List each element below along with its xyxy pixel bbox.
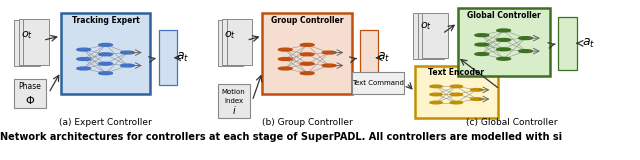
Bar <box>422 13 448 59</box>
Circle shape <box>278 67 292 70</box>
Circle shape <box>77 58 91 60</box>
Circle shape <box>518 50 532 52</box>
Circle shape <box>518 37 532 40</box>
Circle shape <box>450 93 463 96</box>
Text: Text Command: Text Command <box>352 80 404 86</box>
Text: $a_t$: $a_t$ <box>176 51 189 64</box>
Circle shape <box>99 44 113 46</box>
Bar <box>227 19 252 65</box>
Text: $a_t$: $a_t$ <box>378 51 390 64</box>
Bar <box>159 30 177 85</box>
Circle shape <box>278 48 292 51</box>
Text: i: i <box>232 106 235 116</box>
Bar <box>61 13 150 94</box>
Bar <box>19 19 44 65</box>
Circle shape <box>99 62 113 65</box>
Circle shape <box>475 34 489 37</box>
Circle shape <box>77 48 91 51</box>
Circle shape <box>497 57 511 60</box>
Circle shape <box>300 62 314 65</box>
Circle shape <box>470 98 483 100</box>
Text: Global Controller: Global Controller <box>467 11 541 20</box>
Circle shape <box>99 72 113 75</box>
Text: Tracking Expert: Tracking Expert <box>72 16 140 25</box>
Bar <box>262 13 352 94</box>
Text: $o_t$: $o_t$ <box>420 20 432 32</box>
Circle shape <box>450 101 463 104</box>
Text: (b) Group Controller: (b) Group Controller <box>262 117 353 127</box>
Text: Motion: Motion <box>221 89 246 96</box>
Bar <box>458 8 550 76</box>
Text: Phase: Phase <box>19 82 42 91</box>
Circle shape <box>322 64 336 67</box>
Circle shape <box>300 72 314 75</box>
Text: (a) Expert Controller: (a) Expert Controller <box>60 117 152 127</box>
Text: Text Encoder: Text Encoder <box>428 68 484 77</box>
Bar <box>415 66 498 118</box>
Bar <box>14 79 46 108</box>
Bar <box>360 30 378 85</box>
Bar <box>23 19 49 65</box>
Circle shape <box>450 85 463 88</box>
Circle shape <box>475 53 489 56</box>
Circle shape <box>497 29 511 32</box>
Bar <box>352 72 404 94</box>
Circle shape <box>120 51 134 54</box>
Circle shape <box>430 93 442 96</box>
Bar <box>218 20 243 66</box>
Bar <box>218 84 250 118</box>
Circle shape <box>322 51 336 54</box>
Text: Group Controller: Group Controller <box>271 16 344 25</box>
Circle shape <box>470 89 483 91</box>
Bar <box>558 17 577 70</box>
Circle shape <box>120 64 134 67</box>
Circle shape <box>475 43 489 46</box>
Bar <box>413 13 439 59</box>
Bar <box>14 20 40 66</box>
Circle shape <box>497 38 511 41</box>
Circle shape <box>497 48 511 51</box>
Text: $a_t$: $a_t$ <box>582 37 595 50</box>
Text: $\Phi$: $\Phi$ <box>25 93 35 105</box>
Text: $o_t$: $o_t$ <box>225 30 236 41</box>
Circle shape <box>430 85 442 88</box>
Circle shape <box>99 53 113 56</box>
Circle shape <box>300 53 314 56</box>
Circle shape <box>300 44 314 46</box>
Bar <box>418 13 444 59</box>
Circle shape <box>278 58 292 60</box>
Text: $o_t$: $o_t$ <box>21 30 33 41</box>
Bar <box>222 19 248 65</box>
Text: (c) Global Controller: (c) Global Controller <box>467 117 557 127</box>
Circle shape <box>77 67 91 70</box>
Circle shape <box>430 101 442 104</box>
Text: Network architectures for controllers at each stage of SuperPADL. All controller: Network architectures for controllers at… <box>0 132 562 142</box>
Text: Index: Index <box>224 98 243 104</box>
